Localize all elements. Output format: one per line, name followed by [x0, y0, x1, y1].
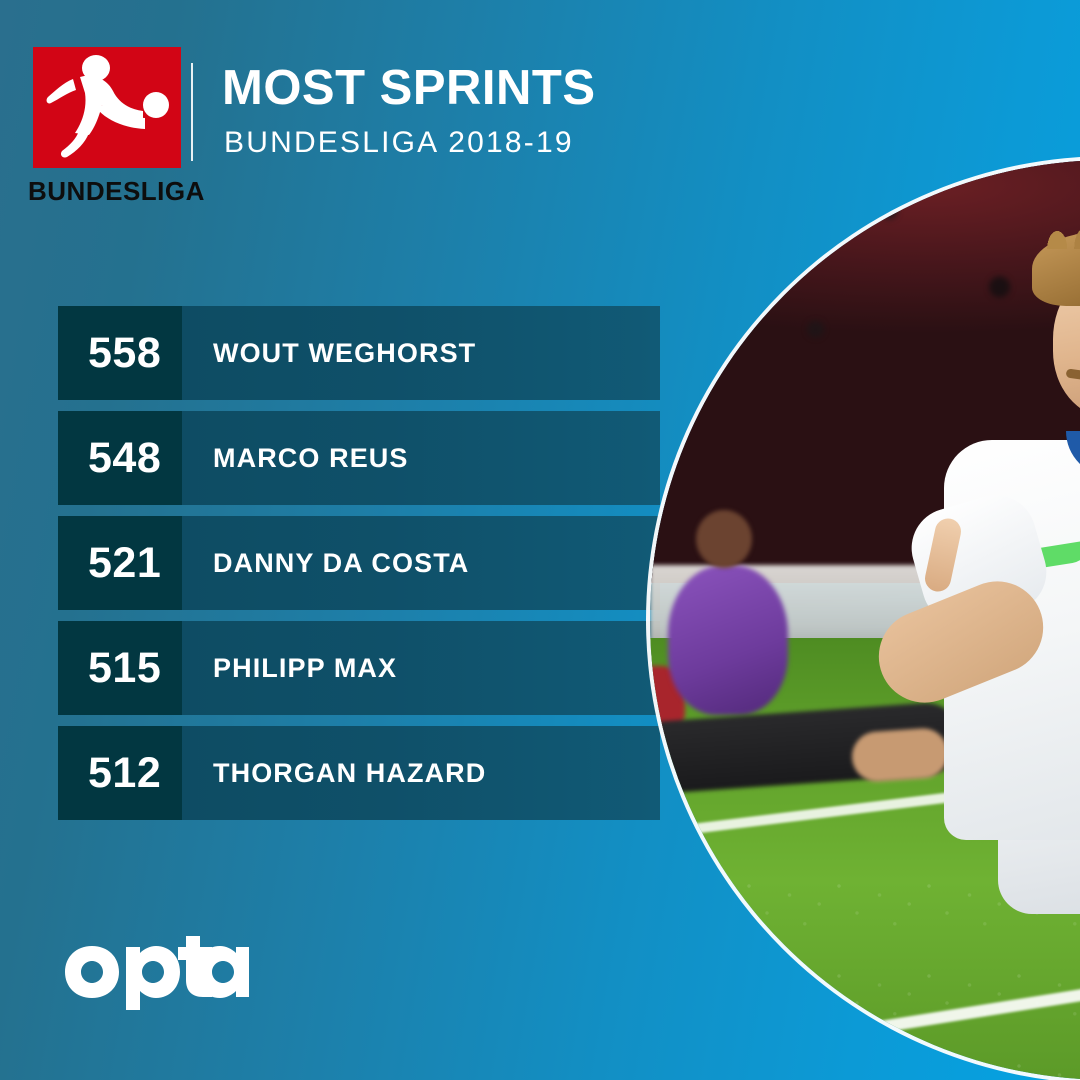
vertical-divider [191, 63, 193, 161]
row-player-name: PHILIPP MAX [213, 652, 398, 683]
table-row: 512 THORGAN HAZARD [58, 726, 660, 820]
row-value: 558 [58, 306, 182, 400]
row-player-name: DANNY DA COSTA [213, 547, 470, 578]
row-value: 548 [58, 411, 182, 505]
row-player-name: WOUT WEGHORST [213, 337, 477, 368]
table-row: 548 MARCO REUS [58, 411, 660, 505]
row-value: 521 [58, 516, 182, 610]
background-players [650, 160, 1080, 1080]
table-row: 515 PHILIPP MAX [58, 621, 660, 715]
row-player-name: MARCO REUS [213, 442, 409, 473]
page-subtitle: BUNDESLIGA 2018-19 [224, 126, 574, 159]
celebrating-player: 9 W [864, 215, 1080, 1080]
player-hair-spikes [1038, 215, 1080, 250]
table-row: 558 WOUT WEGHORST [58, 306, 660, 400]
goalkeeper-head [696, 509, 752, 568]
table-row: 521 DANNY DA COSTA [58, 516, 660, 610]
page-title: MOST SPRINTS [222, 61, 596, 115]
player-celebration-photo: 9 W [650, 160, 1080, 1080]
row-value: 512 [58, 726, 182, 820]
ranking-list: 558 WOUT WEGHORST 548 MARCO REUS 521 DAN… [58, 306, 660, 831]
row-player-name: THORGAN HAZARD [213, 757, 487, 788]
bundesliga-wordmark: BUNDESLIGA [28, 176, 205, 206]
opta-logo-icon [62, 936, 252, 1010]
row-value: 515 [58, 621, 182, 715]
bundesliga-kicking-player-icon [33, 47, 181, 168]
goalkeeper-purple [668, 564, 789, 715]
